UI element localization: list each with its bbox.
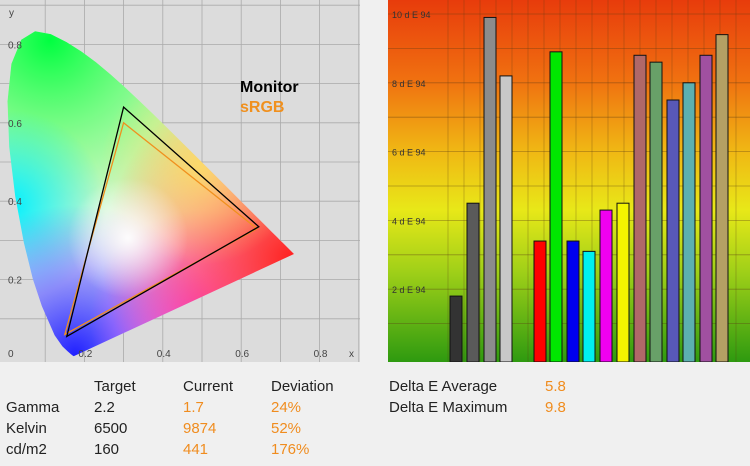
bar	[699, 54, 713, 362]
header-current: Current	[183, 378, 234, 395]
legend-monitor: Monitor	[240, 79, 299, 96]
bar	[633, 54, 647, 362]
gamma-target: 2.2	[94, 399, 115, 416]
bar	[715, 34, 729, 362]
bar	[549, 51, 563, 362]
row-label-luminance: cd/m2	[6, 441, 47, 458]
x-tick-label: 0	[8, 349, 14, 360]
y-tick-label: 4 d E 94	[392, 216, 426, 226]
y-tick-label: 0.2	[8, 276, 22, 287]
x-tick-label: 0.6	[235, 349, 249, 360]
y-tick-label: 10 d E 94	[392, 10, 431, 20]
luminance-target: 160	[94, 441, 120, 458]
monitor-triangle	[65, 105, 260, 338]
delta-e-maximum-value: 9.8	[545, 399, 566, 416]
delta-e-bar-chart: 2 d E 94 4 d E 94 6 d E 94 8 d E 94 10 d E 9…	[388, 0, 750, 362]
delta-e-maximum-label: Delta E Maximum	[389, 399, 508, 416]
kelvin-current: 9874	[183, 420, 217, 437]
legend-srgb: sRGB	[240, 99, 284, 116]
bar	[649, 61, 663, 362]
bars	[449, 16, 729, 362]
srgb-triangle	[63, 121, 259, 336]
bar	[582, 250, 596, 362]
x-tick-label: 0.2	[78, 349, 92, 360]
row-label-kelvin: Kelvin	[6, 420, 47, 437]
cie-gamut-chart: 0 0.2 0.4 0.6 0.8 x 0.2 0.4 0.6 0.8 y Monitor sRGB	[0, 0, 360, 362]
bar	[483, 16, 497, 362]
x-axis-label: x	[349, 349, 354, 360]
y-tick-label: 6 d E 94	[392, 148, 426, 158]
kelvin-target: 6500	[94, 420, 128, 437]
bar	[466, 202, 480, 362]
bar	[666, 99, 680, 362]
gamma-deviation: 24%	[271, 399, 302, 416]
gamma-current: 1.7	[183, 399, 204, 416]
bar	[566, 240, 580, 362]
bar	[682, 82, 696, 362]
y-tick-label: 2 d E 94	[392, 285, 426, 295]
x-tick-label: 0.8	[314, 349, 328, 360]
y-tick-label: 8 d E 94	[392, 79, 426, 89]
bar	[499, 75, 513, 362]
y-tick-label: 0.6	[8, 119, 22, 130]
kelvin-deviation: 52%	[271, 420, 302, 437]
header-deviation: Deviation	[271, 378, 334, 395]
delta-e-average-label: Delta E Average	[389, 378, 498, 395]
bar	[449, 295, 463, 362]
luminance-current: 441	[183, 441, 209, 458]
y-tick-label: 0.4	[8, 197, 22, 208]
bar	[599, 209, 613, 362]
row-label-gamma: Gamma	[6, 399, 60, 416]
delta-e-average-value: 5.8	[545, 378, 566, 395]
header-target: Target	[94, 378, 136, 395]
y-axis-label: y	[9, 8, 14, 19]
bar	[533, 240, 547, 362]
y-tick-label: 0.8	[8, 40, 22, 51]
luminance-deviation: 176%	[271, 441, 310, 458]
x-tick-label: 0.4	[157, 349, 171, 360]
bar	[616, 202, 630, 362]
